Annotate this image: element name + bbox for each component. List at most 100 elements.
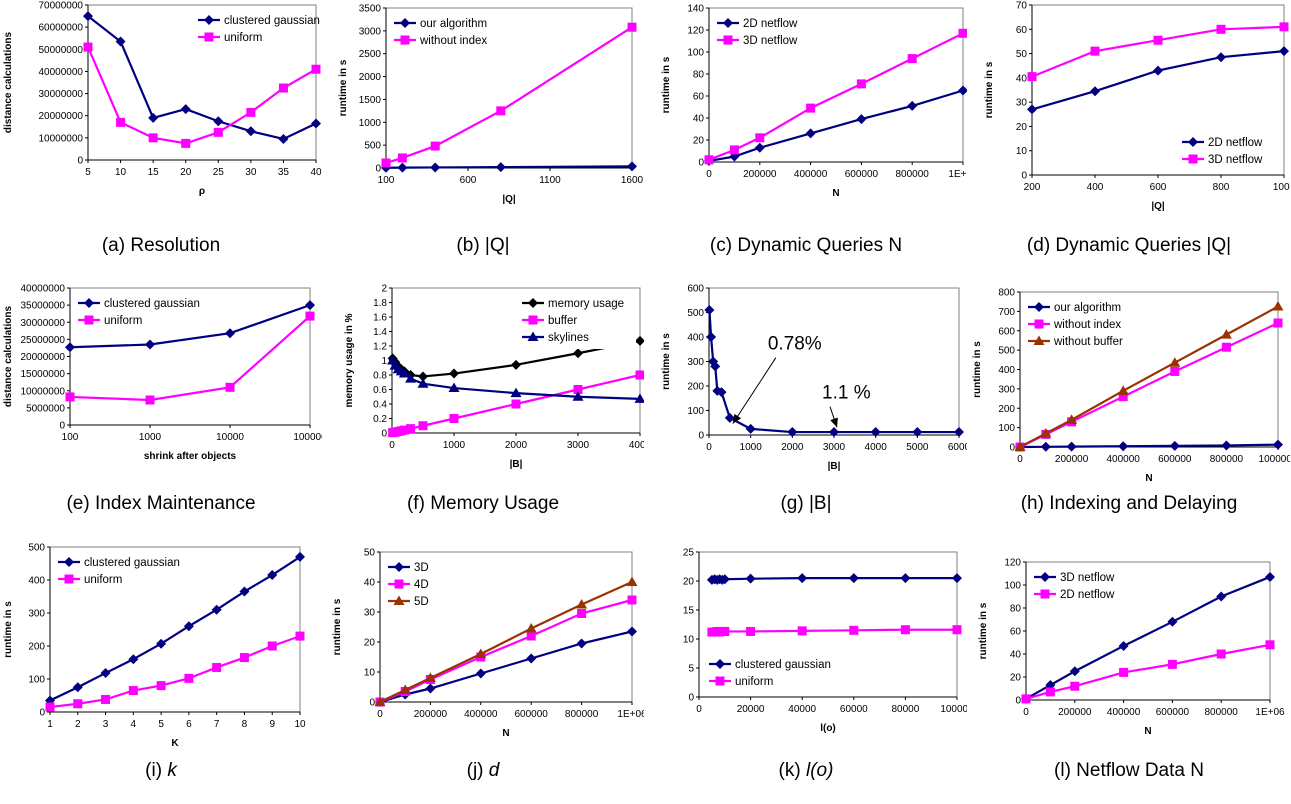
legend: memory usage buffer skylines: [518, 292, 636, 349]
y-tick-label: 10: [364, 668, 376, 679]
data-point: [1265, 571, 1275, 582]
y-tick-label: 600: [998, 326, 1015, 337]
x-tick-label: 100: [62, 432, 79, 443]
y-tick-label: 0: [381, 429, 387, 440]
data-point: [900, 573, 911, 584]
legend-label: 2D netflow: [1208, 137, 1263, 149]
data-point: [797, 626, 807, 636]
data-point: [1021, 694, 1031, 704]
y-tick-label: 80: [693, 70, 705, 81]
data-point: [311, 118, 321, 129]
legend-label: uniform: [104, 315, 142, 327]
data-point: [73, 699, 83, 709]
series-line: [1025, 643, 1271, 700]
data-point: [958, 28, 967, 38]
data-point: [305, 311, 315, 321]
data-point: [573, 385, 583, 394]
data-point: [184, 673, 194, 683]
data-point: [128, 654, 139, 665]
legend-marker: [1034, 319, 1044, 329]
y-tick-label: 40000000: [21, 284, 66, 295]
data-point: [627, 626, 637, 637]
legend-label: clustered gaussian: [735, 659, 831, 671]
x-axis-label: |B|: [828, 461, 841, 472]
data-point: [100, 668, 111, 679]
data-point: [720, 626, 730, 636]
legend-label: memory usage: [548, 298, 624, 310]
series-buffer: [388, 370, 644, 438]
x-axis-label: |B|: [510, 459, 523, 470]
series-line: [49, 635, 301, 709]
x-tick-label: 1100: [539, 175, 561, 186]
y-tick-label: 30000000: [39, 89, 84, 100]
data-point: [156, 681, 166, 691]
legend-marker: [84, 315, 94, 325]
data-point: [708, 356, 719, 367]
data-point: [1090, 46, 1100, 56]
y-tick-label: 10000000: [39, 133, 84, 144]
data-point: [405, 373, 417, 383]
y-tick-label: 500: [998, 346, 1015, 357]
x-tick-label: 1000: [139, 432, 162, 443]
chart-panel-l: 0 20 40 60 80 100 120 0 200000 400000 600000 800000…: [968, 537, 1290, 804]
data-point: [180, 104, 191, 115]
chart-d: 0 10 20 30 40 50 60 70 200 400 600 800 1000 |Q| runtim…: [984, 1, 1290, 213]
series-our-algorithm: [381, 161, 637, 173]
legend-marker: [1040, 572, 1050, 582]
y-tick-label: 20000000: [21, 352, 66, 363]
x-axis-label: |Q|: [502, 194, 516, 205]
y-tick-label: 1.4: [373, 327, 387, 338]
chart-panel-j: 0 10 20 30 40 50 0 200000 400000 600000 800000 1E+0…: [322, 537, 644, 804]
series-line: [86, 46, 317, 145]
x-tick-label: 4000: [865, 442, 888, 453]
series-without-buffer: [1014, 301, 1284, 451]
data-point: [116, 117, 126, 127]
x-axis-label: N: [1145, 473, 1152, 484]
data-point: [634, 393, 644, 403]
x-tick-label: 200: [1024, 182, 1041, 193]
data-point: [475, 648, 487, 658]
y-tick-label: 600: [687, 284, 704, 295]
data-point: [495, 162, 506, 173]
y-tick-label: 0: [59, 421, 65, 432]
x-tick-label: 1000: [1273, 182, 1290, 193]
x-tick-label: 1000: [740, 442, 763, 453]
data-point: [577, 609, 587, 618]
y-tick-label: 100: [687, 48, 704, 59]
data-point: [399, 425, 409, 435]
data-point: [635, 335, 644, 346]
data-point: [856, 79, 866, 89]
caption-text: (b) |Q|: [456, 235, 510, 256]
data-point: [724, 412, 735, 423]
chart-panel-b: 0 500 1000 1500 2000 2500 3000 3500 100 600 1100 16…: [322, 0, 644, 267]
y-axis-label: runtime in s: [984, 61, 995, 118]
data-point: [1119, 667, 1129, 677]
x-tick-label: 20000: [737, 704, 765, 715]
series-uniform: [65, 311, 315, 405]
series-3d-netflow: [1021, 571, 1275, 704]
x-tick-label: 600: [460, 175, 477, 186]
data-point: [755, 133, 765, 143]
legend-box: [713, 12, 815, 52]
data-point: [745, 573, 756, 584]
series-2d-netflow: [1021, 640, 1275, 704]
data-point: [1045, 687, 1055, 697]
y-tick-label: 10: [683, 635, 695, 646]
caption-text: (h) Indexing and Delaying: [1020, 493, 1238, 514]
data-point: [448, 382, 460, 393]
chart-caption: (a) Resolution: [0, 235, 322, 257]
data-point: [397, 162, 408, 173]
x-tick-label: 600000: [1156, 707, 1190, 718]
y-tick-label: 10000000: [21, 386, 66, 397]
plot-area: [708, 287, 960, 436]
y-tick-label: 0.4: [373, 400, 387, 411]
y-axis-label: runtime in s: [332, 598, 343, 655]
y-tick-label: 20: [364, 638, 376, 649]
x-tick-label: 800000: [1205, 707, 1239, 718]
data-point: [406, 424, 416, 434]
y-tick-label: 10: [1016, 146, 1028, 157]
x-tick-label: 3000: [567, 440, 590, 451]
y-tick-label: 200: [998, 404, 1015, 415]
